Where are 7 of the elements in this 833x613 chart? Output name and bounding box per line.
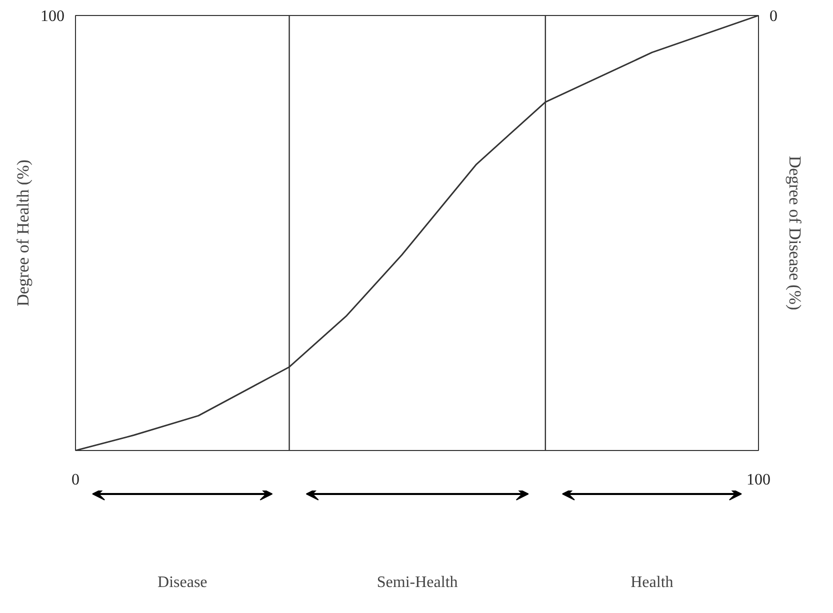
text: Semi-Health: [376, 574, 458, 591]
y2-axis-title: Degree of Disease (%): [786, 156, 804, 310]
text: Disease: [158, 574, 208, 591]
text: 0: [770, 8, 778, 25]
y-axis-title: Degree of Health (%): [14, 160, 32, 306]
text: Health: [630, 574, 674, 591]
text: 100: [40, 8, 64, 25]
